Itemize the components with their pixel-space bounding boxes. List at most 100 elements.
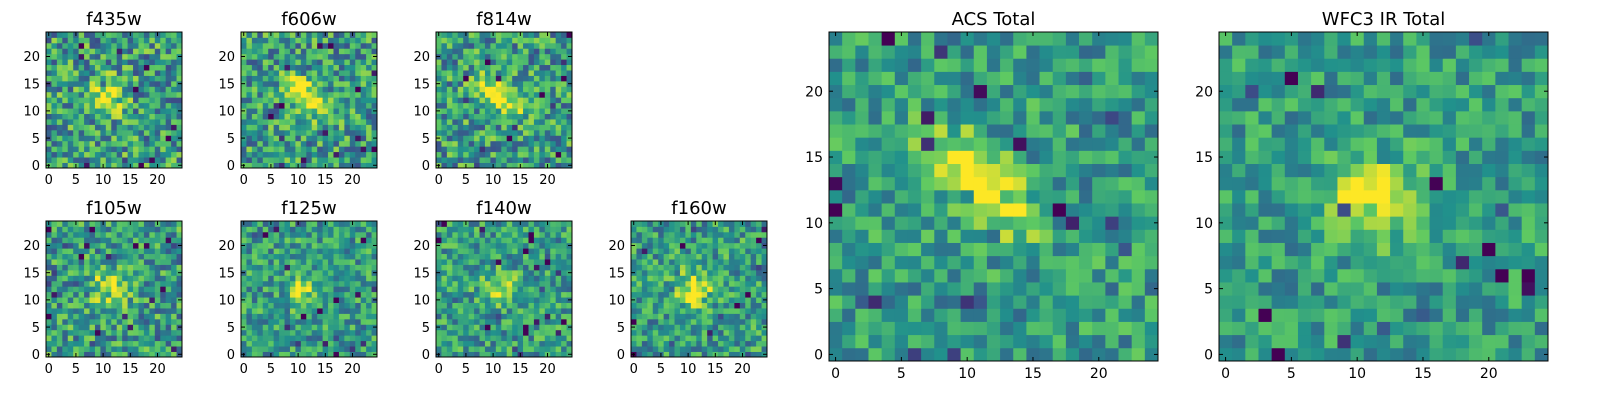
pixel-cell (241, 42, 247, 49)
pixel-cell (750, 291, 757, 298)
pixel-cell (533, 70, 540, 76)
pixel-cell (84, 113, 90, 120)
pixel-cell (279, 280, 285, 287)
pixel-cell (333, 140, 340, 147)
pixel-cell (89, 91, 96, 98)
pixel-cell (46, 248, 52, 255)
pixel-cell (533, 129, 540, 136)
pixel-cell (241, 64, 247, 71)
pixel-cell (311, 80, 318, 87)
pixel-cell (986, 176, 1001, 191)
pixel-cell (273, 80, 280, 87)
pixel-cell (127, 64, 134, 71)
pixel-cell (539, 124, 546, 131)
pixel-cell (761, 253, 768, 260)
pixel-cell (122, 291, 128, 298)
pixel-cell (658, 264, 665, 271)
pixel-cell (279, 275, 285, 282)
pixel-cell (311, 226, 318, 233)
pixel-cell (457, 313, 464, 320)
pixel-cell (94, 48, 101, 55)
pixel-cell (262, 157, 269, 163)
pixel-cell (355, 346, 362, 352)
pixel-cell (306, 313, 313, 320)
pixel-cell (322, 108, 329, 114)
pixel-cell (333, 231, 340, 238)
pixel-cell (479, 297, 486, 303)
pixel-cell (262, 80, 269, 87)
pixel-cell (344, 248, 351, 255)
pixel-cell (138, 329, 145, 336)
pixel-cell (479, 124, 486, 131)
pixel-cell (479, 248, 486, 255)
pixel-cell (51, 329, 58, 336)
pixel-cell (641, 308, 648, 314)
pixel-cell (441, 42, 448, 49)
pixel-cell (712, 335, 719, 342)
pixel-cell (46, 329, 52, 336)
pixel-cell (468, 340, 475, 347)
pixel-cell (894, 203, 909, 217)
pixel-cell (561, 37, 567, 44)
pixel-cell (154, 97, 161, 104)
pixel-cell (289, 237, 296, 244)
pixel-cell (349, 53, 356, 60)
pixel-cell (160, 346, 167, 352)
pixel-cell (647, 280, 654, 287)
pixel-cell (512, 275, 518, 282)
pixel-cell (273, 64, 280, 71)
pixel-grid (241, 221, 378, 358)
pixel-cell (94, 151, 101, 158)
pixel-cell (317, 280, 323, 287)
pixel-cell (1079, 268, 1093, 283)
pixel-cell (566, 129, 573, 136)
pixel-cell (463, 313, 470, 320)
pixel-cell (506, 313, 513, 320)
pixel-cell (273, 129, 280, 136)
pixel-cell (295, 297, 302, 303)
pixel-cell (652, 291, 659, 298)
pixel-cell (436, 91, 442, 98)
pixel-cell (122, 162, 128, 169)
pixel-cell (78, 75, 85, 82)
pixel-cell (328, 253, 334, 260)
pixel-cell (289, 32, 296, 38)
pixel-cell (322, 297, 329, 303)
pixel-cell (105, 297, 112, 303)
pixel-cell (273, 53, 280, 60)
pixel-cell (723, 286, 730, 293)
pixel-cell (641, 221, 648, 227)
pixel-cell (1026, 176, 1040, 191)
pixel-cell (528, 91, 535, 98)
pixel-cell (73, 302, 80, 309)
pixel-cell (149, 335, 156, 342)
pixel-cell (474, 324, 480, 331)
pixel-cell (360, 59, 367, 66)
pixel-cell (495, 129, 502, 136)
pixel-cell (506, 119, 513, 125)
pixel-cell (734, 346, 741, 352)
pixel-cell (986, 163, 1001, 178)
pixel-cell (829, 282, 843, 296)
pixel-cell (484, 113, 491, 120)
pixel-cell (506, 48, 513, 55)
pixel-cell (241, 248, 247, 255)
pixel-cell (501, 237, 508, 244)
pixel-cell (268, 157, 275, 163)
pixel-cell (62, 135, 69, 142)
pixel-cell (306, 302, 313, 309)
pixel-cell (67, 351, 74, 358)
pixel-cell (257, 32, 264, 38)
pixel-cell (246, 346, 253, 352)
pixel-cell (111, 231, 118, 238)
pixel-cell (441, 242, 448, 249)
pixel-cell (539, 64, 546, 71)
pixel-cell (452, 318, 459, 325)
pixel-cell (84, 42, 90, 49)
pixel-cell (160, 248, 167, 255)
pixel-cell (176, 313, 183, 320)
pixel-cell (501, 42, 508, 49)
pixel-cell (894, 176, 909, 191)
pixel-cell (138, 275, 145, 282)
